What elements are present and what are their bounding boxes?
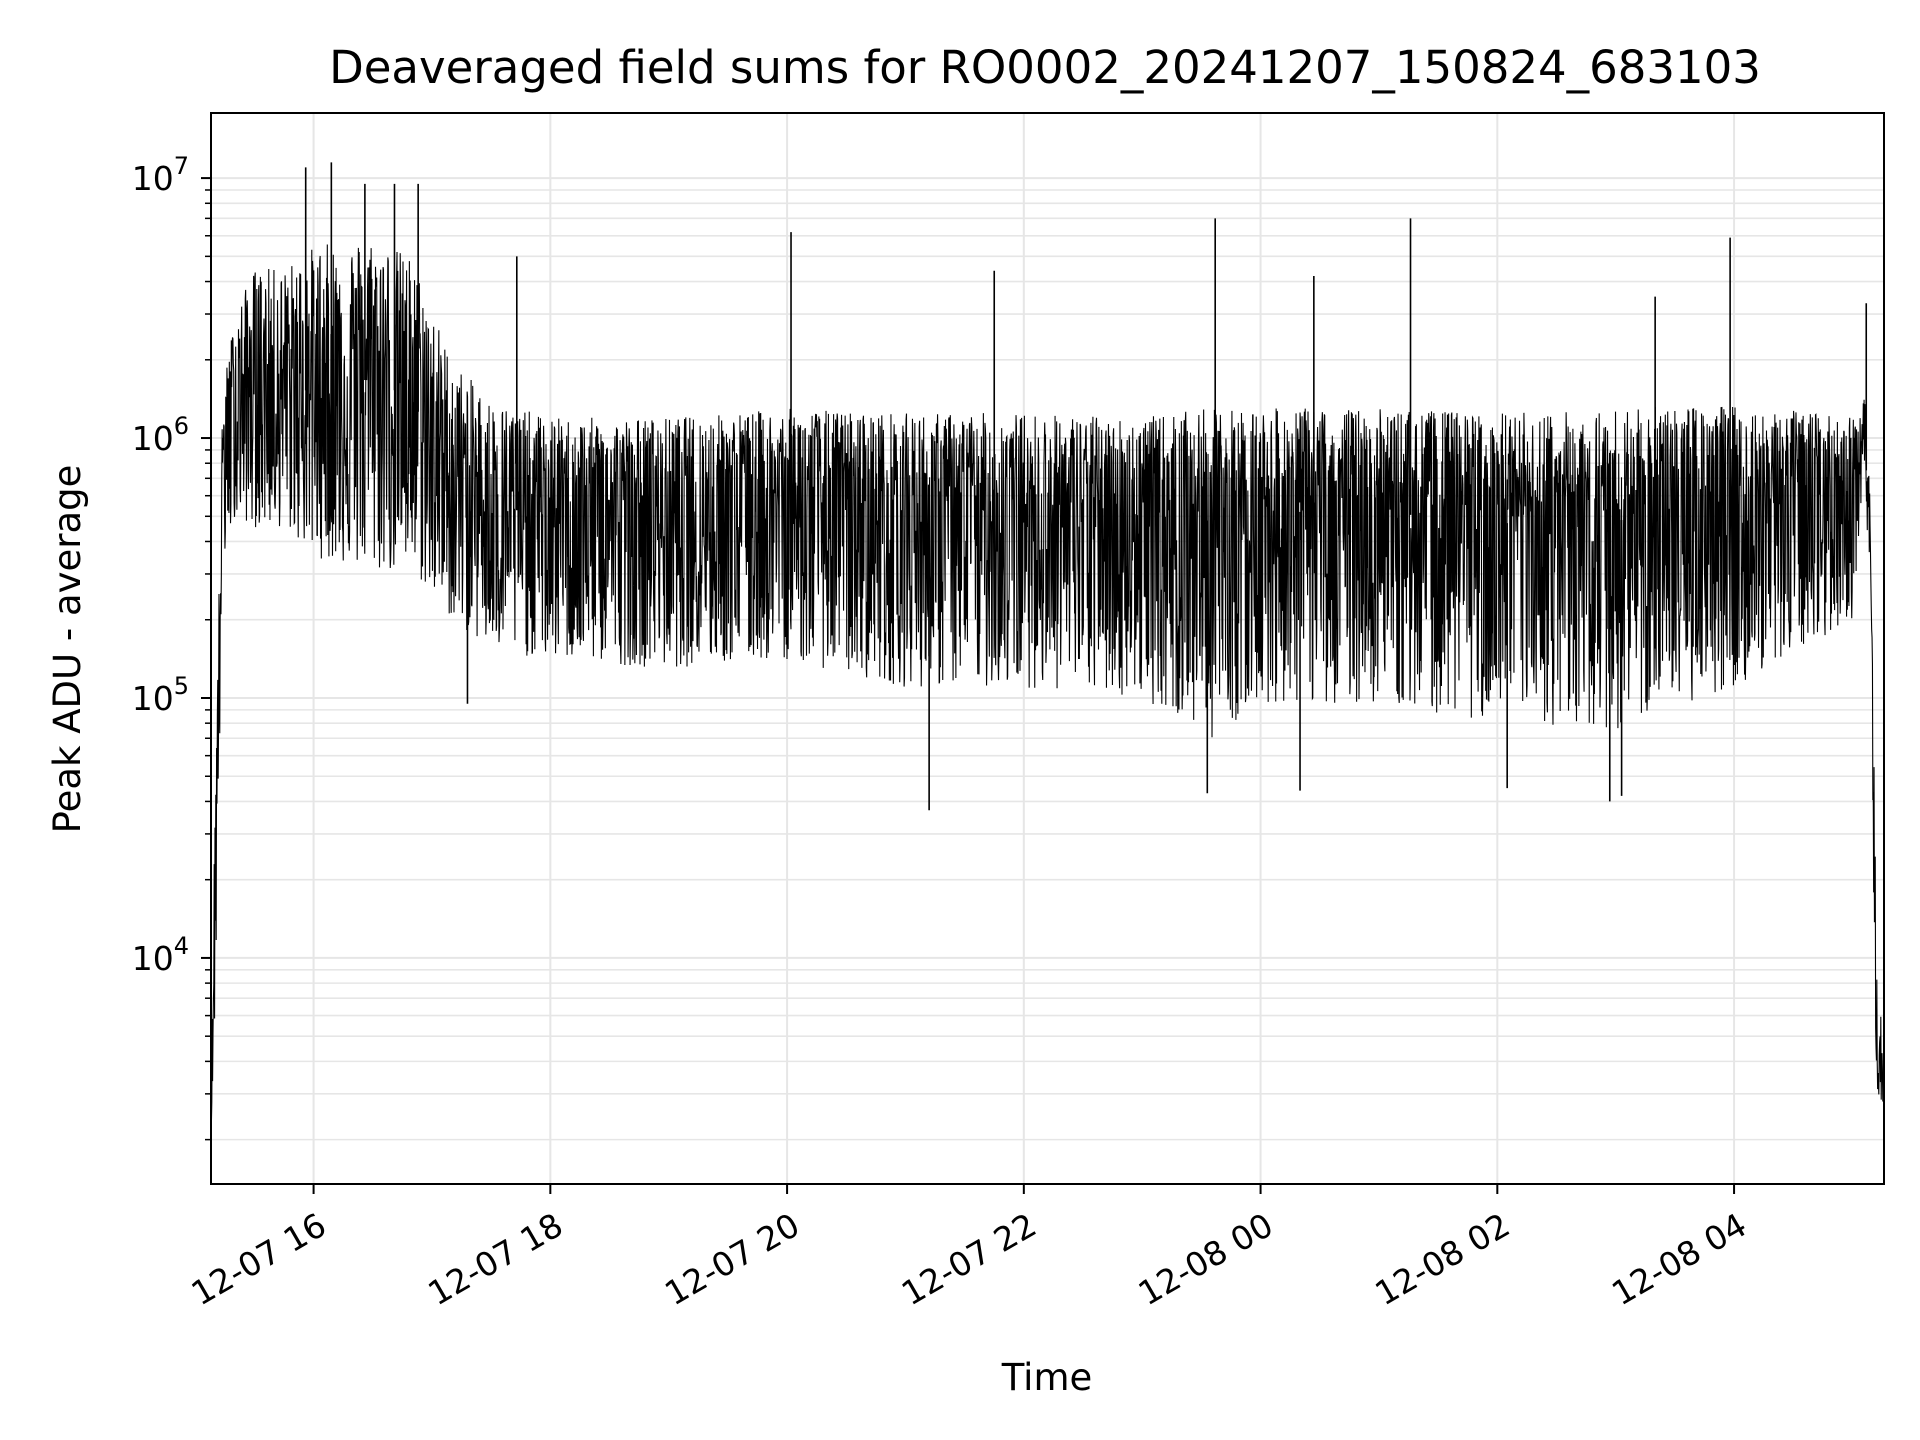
chart-title: Deaveraged field sums for RO0002_2024120…	[329, 41, 1761, 94]
y-tick-label: 104	[132, 932, 189, 978]
y-axis-label: Peak ADU - average	[46, 465, 89, 834]
plot-area	[211, 162, 1884, 1128]
y-tick-label: 106	[132, 412, 189, 458]
y-tick-label: 107	[132, 152, 189, 198]
x-axis-label: Time	[1001, 1356, 1093, 1399]
y-tick-label: 105	[132, 672, 189, 718]
series-line	[211, 244, 1884, 1128]
y-axis: 104 105 106 107	[132, 152, 211, 1141]
axes-frame	[210, 112, 1885, 1185]
